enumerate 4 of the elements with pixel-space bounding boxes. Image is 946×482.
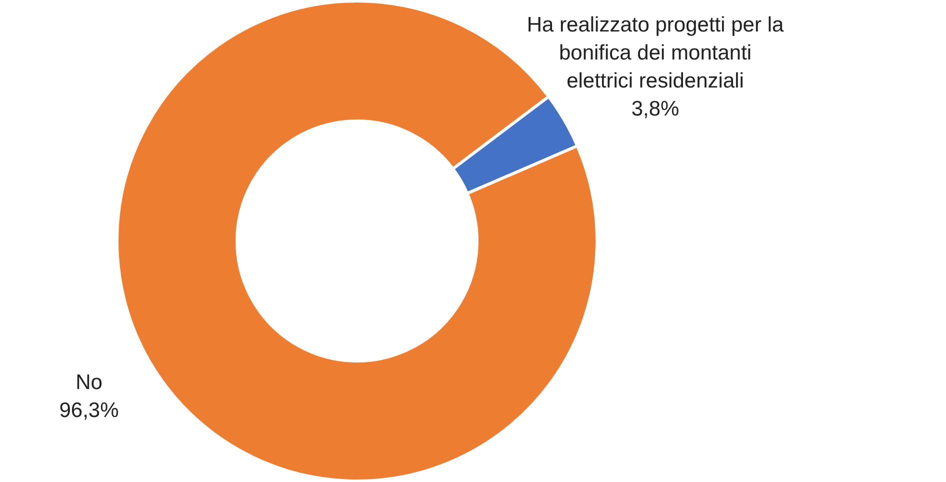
data-label: 96,3% bbox=[59, 398, 119, 422]
slice-label: No bbox=[76, 370, 102, 394]
slice-label: Ha realizzato progetti per la bonifica dei montanti elettrici residenziali bbox=[526, 14, 784, 93]
data-label: 3,8% bbox=[631, 98, 680, 121]
